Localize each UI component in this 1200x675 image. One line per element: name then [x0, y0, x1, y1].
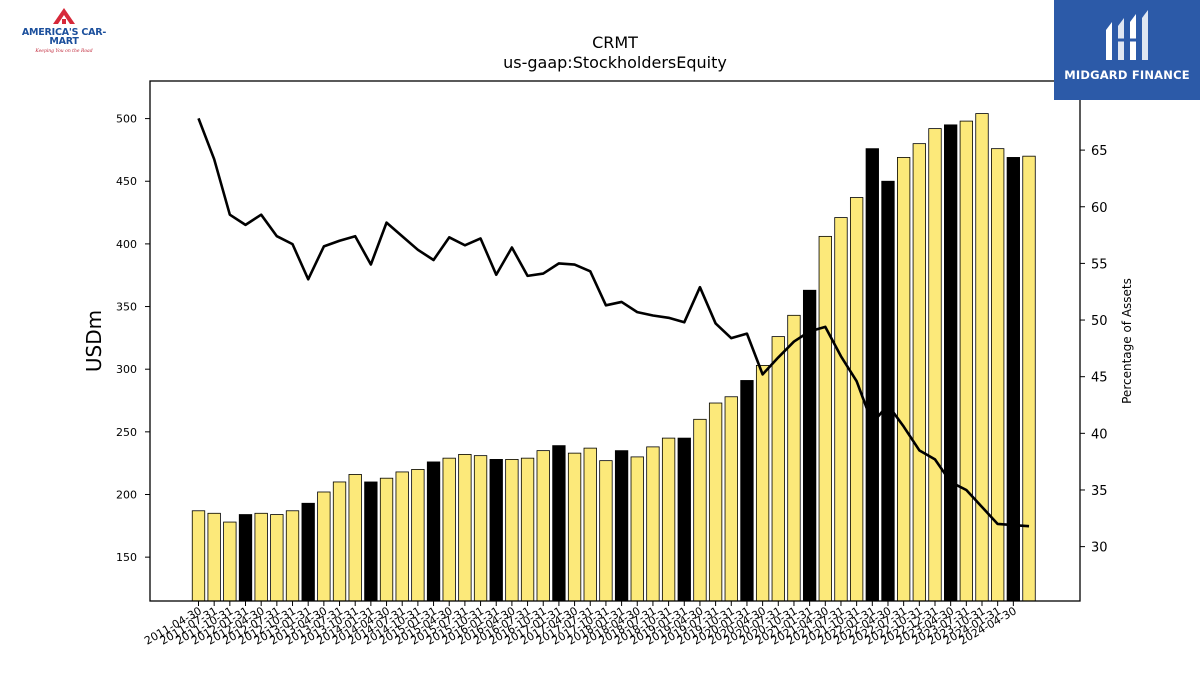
- bar: [959, 120, 973, 602]
- midgard-emblem-icon: [1106, 10, 1148, 60]
- bar: [834, 217, 848, 602]
- bar: [897, 157, 911, 602]
- bar: [379, 477, 394, 602]
- bar: [1006, 157, 1020, 602]
- bar: [646, 446, 660, 602]
- bar: [238, 514, 253, 602]
- bar: [332, 481, 347, 602]
- bar: [1022, 155, 1036, 602]
- y2-axis-label: Percentage of Assets: [1120, 278, 1134, 404]
- bar-series: [191, 113, 1036, 602]
- bar: [552, 445, 566, 602]
- y2-tick-label: 30: [1091, 541, 1108, 556]
- midgard-logo-name: MIDGARD FINANCE: [1064, 68, 1190, 82]
- bar: [536, 450, 550, 602]
- bar: [755, 365, 770, 602]
- bar: [991, 148, 1005, 602]
- bar: [787, 314, 801, 602]
- chart-title: CRMT: [592, 33, 638, 52]
- y-tick-label: 300: [116, 363, 137, 376]
- bar: [191, 510, 206, 602]
- y-tick-label: 200: [116, 488, 137, 501]
- bar: [944, 124, 958, 602]
- bar: [614, 450, 629, 602]
- bar: [317, 491, 331, 602]
- bar: [849, 197, 864, 602]
- bar: [520, 457, 535, 602]
- americas-car-mart-logo: AMERICA'S CAR-MART Keeping You on the Ro…: [18, 6, 110, 58]
- bar: [928, 128, 942, 602]
- bar: [975, 113, 989, 602]
- y2-tick-label: 65: [1091, 144, 1108, 159]
- bar: [802, 289, 817, 602]
- plot-frame: [149, 80, 1081, 602]
- y-tick-label: 500: [116, 113, 137, 126]
- bar: [818, 235, 832, 602]
- y-tick-label: 150: [116, 551, 137, 564]
- right-y-axis: 30 35 40 45 50 55 60 65: [1080, 144, 1108, 556]
- left-y-axis: 150 200 250 300 350 400 450 500: [116, 113, 150, 564]
- bar: [458, 453, 472, 602]
- midgard-finance-logo: MIDGARD FINANCE: [1054, 0, 1200, 100]
- bar: [207, 512, 221, 602]
- car-mart-logo-tagline: Keeping You on the Road: [35, 49, 93, 54]
- y-tick-label: 400: [116, 238, 137, 251]
- car-mart-emblem-icon: [53, 8, 75, 24]
- bar: [599, 460, 613, 602]
- bar: [630, 456, 644, 602]
- bar: [270, 514, 284, 602]
- y2-tick-label: 45: [1091, 371, 1108, 386]
- y2-tick-label: 55: [1091, 257, 1108, 272]
- x-axis: 2011-04-302011-07-312011-10-312012-01-31…: [142, 601, 1019, 648]
- bar: [693, 418, 707, 602]
- y-tick-label: 450: [116, 175, 137, 188]
- bar: [411, 469, 425, 602]
- bar: [505, 459, 519, 602]
- bar: [489, 459, 503, 602]
- bar: [677, 437, 691, 602]
- y-axis-label: USDm: [82, 310, 106, 372]
- percentage-of-assets-line: [197, 117, 1030, 528]
- bar: [771, 336, 785, 602]
- bar: [567, 452, 582, 602]
- bar: [254, 512, 268, 602]
- bar: [473, 455, 488, 602]
- bar: [442, 457, 456, 602]
- y2-tick-label: 60: [1091, 201, 1108, 216]
- bar: [708, 402, 723, 602]
- y2-tick-label: 40: [1091, 427, 1108, 442]
- y2-tick-label: 35: [1091, 484, 1108, 499]
- bar: [583, 447, 597, 602]
- bar: [865, 148, 879, 602]
- bar: [881, 180, 895, 602]
- bar: [912, 143, 926, 602]
- bar: [395, 471, 409, 602]
- y-tick-label: 250: [116, 426, 137, 439]
- y-tick-label: 350: [116, 301, 137, 314]
- bar: [223, 521, 237, 602]
- bar: [285, 510, 300, 602]
- line-series: [197, 117, 1030, 528]
- bar: [740, 380, 754, 602]
- y2-tick-label: 50: [1091, 314, 1108, 329]
- bar: [364, 481, 378, 602]
- chart-subtitle: us-gaap:StockholdersEquity: [503, 53, 727, 72]
- bar: [724, 396, 738, 602]
- bar: [426, 461, 441, 602]
- bar: [301, 502, 315, 602]
- bar: [661, 437, 676, 602]
- car-mart-logo-name: AMERICA'S CAR-MART: [21, 27, 107, 47]
- bar: [348, 474, 362, 602]
